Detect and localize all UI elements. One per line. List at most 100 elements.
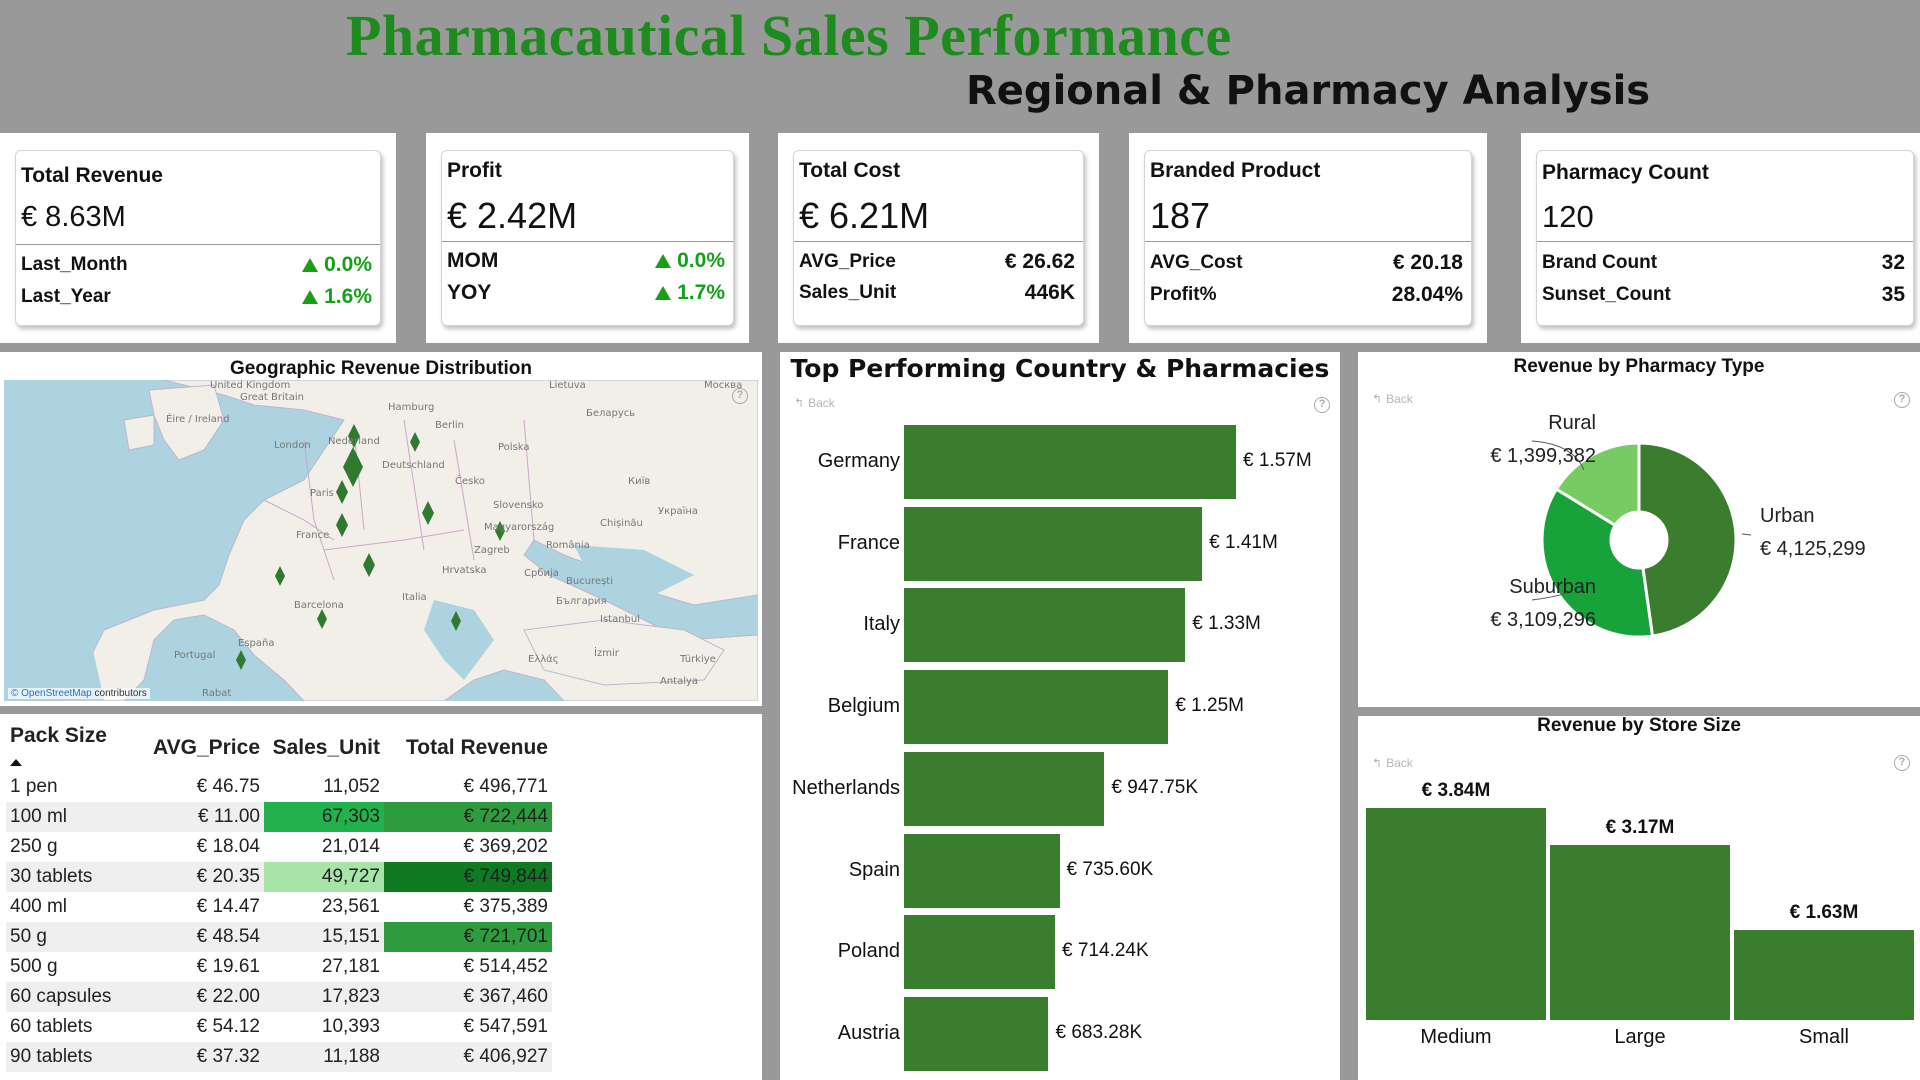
back-button[interactable]: ↰ Back xyxy=(794,396,835,410)
table-cell: 60 capsules xyxy=(6,982,140,1012)
kpi-title: Profit xyxy=(447,159,502,182)
column-header[interactable]: AVG_Price xyxy=(153,736,260,759)
column-header[interactable]: Sales_Unit xyxy=(272,736,380,759)
table-row[interactable]: 50 g € 48.54 15,151 € 721,701 xyxy=(6,922,552,952)
map-label: București xyxy=(566,576,613,587)
table-cell: € 547,591 xyxy=(463,1016,548,1037)
table-cell: 10,393 xyxy=(321,1016,380,1037)
table-cell: 500 g xyxy=(10,956,58,977)
map-label: İzmir xyxy=(594,648,619,659)
kpi-title: Total Cost xyxy=(799,159,901,182)
bar-value-label: € 3.84M xyxy=(1421,780,1491,801)
table-row[interactable]: 1 pen € 46.75 11,052 € 496,771 xyxy=(6,772,552,802)
bar[interactable] xyxy=(1550,844,1730,1020)
category-label: Germany xyxy=(817,450,900,472)
kpi-row-label: Last_Month xyxy=(21,254,128,275)
table-row[interactable]: 30 tablets € 20.35 49,727 € 749,844 xyxy=(6,862,552,892)
map-label: London xyxy=(274,440,311,451)
map-label: Polska xyxy=(498,442,530,453)
map-label: Nederland xyxy=(328,436,380,447)
map-attribution[interactable]: © OpenStreetMap contributors xyxy=(8,688,150,699)
donut-label-suburban: Suburban xyxy=(1509,576,1596,598)
kpi-profit[interactable]: Profit € 2.42M MOM 0.0% YOY 1.7% xyxy=(426,133,749,343)
kpi-total-cost[interactable]: Total Cost € 6.21M AVG_Price € 26.62 Sal… xyxy=(778,133,1099,343)
table-row[interactable]: 60 tablets € 54.12 10,393 € 547,591 xyxy=(6,1012,552,1042)
map-label: România xyxy=(546,540,590,551)
kpi-total-revenue[interactable]: Total Revenue € 8.63M Last_Month 0.0% La… xyxy=(0,133,396,343)
pharmacy-type-donut xyxy=(1531,440,1752,639)
kpi-row-value: 32 xyxy=(1881,251,1905,274)
map-label: Türkiye xyxy=(680,654,716,665)
table-cell: € 37.32 xyxy=(140,1042,264,1072)
column-header[interactable]: Total Revenue xyxy=(406,736,548,759)
bar-value-label: € 1.25M xyxy=(1175,695,1244,717)
map-label: France xyxy=(296,530,330,541)
bar[interactable] xyxy=(904,588,1186,663)
map-label: United Kingdom xyxy=(210,380,291,391)
column-header[interactable]: Pack Size xyxy=(6,724,140,772)
donut-value-rural: € 1,399,382 xyxy=(1490,445,1596,467)
back-button[interactable]: ↰ Back xyxy=(1372,392,1413,406)
table-row[interactable]: 100 ml € 11.00 67,303 € 722,444 xyxy=(6,802,552,832)
table-cell: 1 pen xyxy=(10,776,58,797)
table-cell: 400 ml xyxy=(10,896,68,917)
kpi-pharmacy-count[interactable]: Pharmacy Count 120 Brand Count 32 Sunset… xyxy=(1521,133,1920,343)
table-row[interactable]: 400 ml € 14.47 23,561 € 375,389 xyxy=(6,892,552,922)
map-label: Paris xyxy=(310,488,334,499)
trend-up-icon xyxy=(302,258,319,272)
map-label: Chișinău xyxy=(600,518,643,529)
table-cell: 23,561 xyxy=(321,896,380,917)
country-bar-panel: Top Performing Country & Pharmacies ↰ Bac… xyxy=(780,352,1340,1080)
table-cell: € 721,701 xyxy=(384,922,552,952)
back-arrow-icon: ↰ xyxy=(794,396,805,410)
map-label: Éire / Ireland xyxy=(166,414,230,425)
kpi-title: Pharmacy Count xyxy=(1542,161,1709,184)
help-icon[interactable]: ? xyxy=(1894,392,1910,408)
kpi-row-value: 446K xyxy=(1024,281,1075,304)
table-row[interactable]: 500 g € 19.61 27,181 € 514,452 xyxy=(6,952,552,982)
pack-size-table: Pack Size AVG_Price Sales_Unit Total Rev… xyxy=(6,724,552,1072)
back-button[interactable]: ↰ Back xyxy=(1372,756,1413,770)
category-label: Medium xyxy=(1420,1026,1492,1048)
kpi-title: Total Revenue xyxy=(21,164,163,187)
bar[interactable] xyxy=(904,833,1060,908)
category-label: Poland xyxy=(837,940,900,963)
bar-value-label: € 735.60K xyxy=(1066,858,1154,880)
bar[interactable] xyxy=(1734,930,1914,1020)
donut-slice-suburban[interactable] xyxy=(1540,487,1655,639)
bar-value-label: € 714.24K xyxy=(1062,940,1149,962)
table-row[interactable]: 250 g € 18.04 21,014 € 369,202 xyxy=(6,832,552,862)
bar[interactable] xyxy=(904,751,1105,826)
bar[interactable] xyxy=(904,425,1236,499)
table-cell: € 496,771 xyxy=(463,776,548,797)
donut-slice-rural[interactable] xyxy=(1554,441,1641,528)
map-label: Slovensko xyxy=(493,500,544,511)
bar[interactable] xyxy=(904,996,1049,1071)
bar-value-label: € 1.63M xyxy=(1789,902,1859,923)
bar[interactable] xyxy=(1366,808,1546,1020)
map-label: Hrvatska xyxy=(442,565,487,576)
help-icon[interactable]: ? xyxy=(732,388,748,404)
help-icon[interactable]: ? xyxy=(1314,397,1330,413)
table-cell: € 11.00 xyxy=(140,802,264,832)
kpi-row-label: Last_Year xyxy=(21,286,111,307)
map-title: Geographic Revenue Distribution xyxy=(230,358,532,379)
table-row[interactable]: 60 capsules € 22.00 17,823 € 367,460 xyxy=(6,982,552,1012)
help-icon[interactable]: ? xyxy=(1894,755,1910,771)
donut-value-suburban: € 3,109,296 xyxy=(1490,609,1596,631)
country-chart-title: Top Performing Country & Pharmacies xyxy=(790,354,1330,383)
table-cell: 67,303 xyxy=(264,802,384,832)
sort-ascending-icon[interactable] xyxy=(10,759,22,766)
geographic-map[interactable]: United Kingdom Great Britain Éire / Irel… xyxy=(4,380,758,701)
donut-slice-urban[interactable] xyxy=(1637,441,1738,638)
bar[interactable] xyxy=(904,506,1203,581)
kpi-row-label: AVG_Cost xyxy=(1150,252,1243,273)
table-cell: € 722,444 xyxy=(384,802,552,832)
kpi-row-value: 1.7% xyxy=(677,281,725,304)
bar[interactable] xyxy=(904,670,1169,745)
map-label: Беларусь xyxy=(586,408,636,419)
kpi-branded-product[interactable]: Branded Product 187 AVG_Cost € 20.18 Pro… xyxy=(1129,133,1487,343)
bar[interactable] xyxy=(904,915,1056,990)
kpi-value: € 8.63M xyxy=(21,201,126,233)
table-row[interactable]: 90 tablets € 37.32 11,188 € 406,927 xyxy=(6,1042,552,1072)
